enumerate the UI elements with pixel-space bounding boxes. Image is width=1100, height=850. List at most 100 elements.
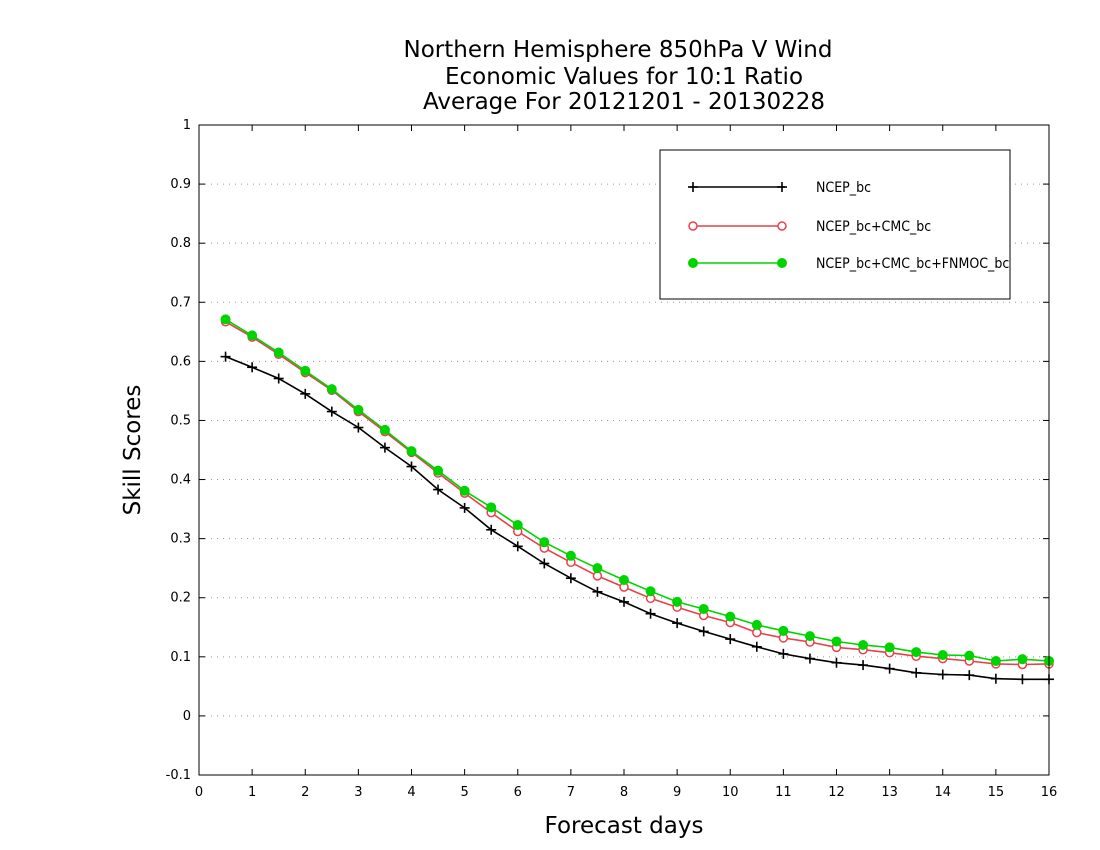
- y-tick-label: 0.5: [170, 413, 191, 428]
- data-point: [273, 347, 284, 358]
- x-tick-label: 8: [620, 785, 628, 800]
- x-tick-label: 13: [881, 785, 898, 800]
- data-point: [406, 461, 417, 472]
- data-point: [1017, 674, 1028, 685]
- data-point: [592, 586, 603, 597]
- x-tick-label: 2: [301, 785, 309, 800]
- x-tick-label: 11: [775, 785, 792, 800]
- data-point: [645, 608, 656, 619]
- legend-item: NCEP_bc+CMC_bc+FNMOC_bc: [688, 256, 1009, 272]
- legend-swatch-marker: [688, 182, 698, 192]
- data-point: [698, 626, 709, 637]
- y-tick-label: 0.1: [170, 650, 191, 665]
- legend-swatch-marker: [688, 221, 698, 231]
- data-point: [379, 442, 390, 453]
- data-point: [300, 388, 311, 399]
- data-point: [911, 667, 922, 678]
- data-point: [353, 422, 364, 433]
- legend-box: [659, 149, 1011, 300]
- y-tick-label: 0.8: [170, 236, 191, 251]
- y-tick-label: -0.1: [166, 768, 191, 783]
- y-tick-label: 0.6: [170, 354, 191, 369]
- legend-item: NCEP_bc: [688, 180, 871, 196]
- y-tick-label: 1: [183, 118, 191, 133]
- y-tick-label: 0: [183, 709, 191, 724]
- x-tick-label: 10: [722, 785, 739, 800]
- data-point: [911, 647, 922, 658]
- title-line-3: Average For 20121201 - 20130228: [423, 89, 825, 115]
- data-point: [858, 640, 869, 650]
- data-point: [273, 373, 284, 384]
- legend-label: NCEP_bc+CMC_bc+FNMOC_bc: [816, 256, 1009, 272]
- x-tick-label: 7: [567, 785, 575, 800]
- x-tick-label: 15: [988, 785, 1005, 800]
- data-point: [831, 636, 842, 647]
- data-point: [486, 524, 497, 535]
- data-point: [778, 648, 789, 659]
- legend-label: NCEP_bc: [816, 180, 871, 196]
- data-point: [884, 642, 895, 653]
- data-point: [698, 603, 709, 614]
- data-point: [804, 631, 815, 642]
- series-line: [225, 318, 1050, 662]
- legend-swatch-marker: [777, 221, 787, 231]
- data-point: [990, 673, 1001, 684]
- data-point: [220, 314, 231, 325]
- y-tick-label: 0.9: [170, 177, 191, 192]
- data-point: [220, 351, 231, 362]
- x-tick-label: 1: [248, 785, 256, 800]
- data-point: [725, 611, 736, 622]
- data-point: [725, 634, 736, 645]
- data-point: [592, 563, 603, 574]
- data-point: [486, 502, 497, 513]
- chart-title: Northern Hemisphere 850hPa V Wind Econom…: [404, 37, 833, 115]
- data-point: [512, 541, 523, 552]
- legend-swatch-marker: [688, 258, 698, 268]
- data-point: [990, 655, 1001, 666]
- data-point: [672, 596, 683, 607]
- x-tick-label: 16: [1041, 785, 1058, 800]
- title-line-2: Economic Values for 10:1 Ratio: [445, 64, 803, 90]
- x-tick-label: 14: [934, 785, 951, 800]
- data-point: [353, 404, 364, 415]
- data-point: [751, 619, 762, 630]
- data-point: [964, 650, 975, 661]
- data-point: [964, 670, 975, 681]
- data-point: [459, 502, 470, 513]
- data-point: [804, 653, 815, 664]
- y-tick-label: 0.4: [170, 473, 191, 488]
- x-tick-label: 12: [828, 785, 845, 800]
- x-tick-label: 3: [354, 785, 362, 800]
- data-point: [300, 365, 311, 376]
- data-point: [433, 465, 444, 476]
- data-point: [539, 558, 550, 569]
- x-tick-label: 5: [460, 785, 468, 800]
- legend-swatch-marker: [777, 258, 787, 268]
- data-point: [406, 446, 417, 457]
- data-point: [379, 424, 390, 435]
- x-axis-label: Forecast days: [545, 813, 704, 839]
- axis-ticks: -0.100.10.20.30.40.50.60.70.80.910 1 2 3 4 5 6…: [166, 118, 1058, 800]
- data-point: [512, 520, 523, 531]
- data-point: [539, 537, 550, 548]
- data-point: [645, 586, 656, 597]
- y-tick-label: 0.2: [170, 591, 191, 606]
- series-layer: [220, 314, 1054, 685]
- data-point: [247, 362, 258, 373]
- data-point: [751, 641, 762, 652]
- data-point: [433, 484, 444, 495]
- legend-item: NCEP_bc+CMC_bc: [688, 219, 931, 235]
- legend: NCEP_bc NCEP_bc+CMC_bc NCEP_bc+CMC_bc+FNMO…: [659, 149, 1011, 300]
- series-2: [220, 317, 1054, 670]
- x-tick-label: 4: [407, 785, 415, 800]
- y-tick-label: 0.3: [170, 532, 191, 547]
- series-1: [220, 351, 1054, 685]
- data-point: [619, 575, 629, 585]
- data-point: [326, 384, 337, 395]
- data-point: [247, 330, 258, 341]
- data-point: [672, 618, 683, 629]
- title-line-1: Northern Hemisphere 850hPa V Wind: [404, 37, 833, 63]
- data-point: [1017, 654, 1028, 665]
- data-point: [778, 625, 789, 636]
